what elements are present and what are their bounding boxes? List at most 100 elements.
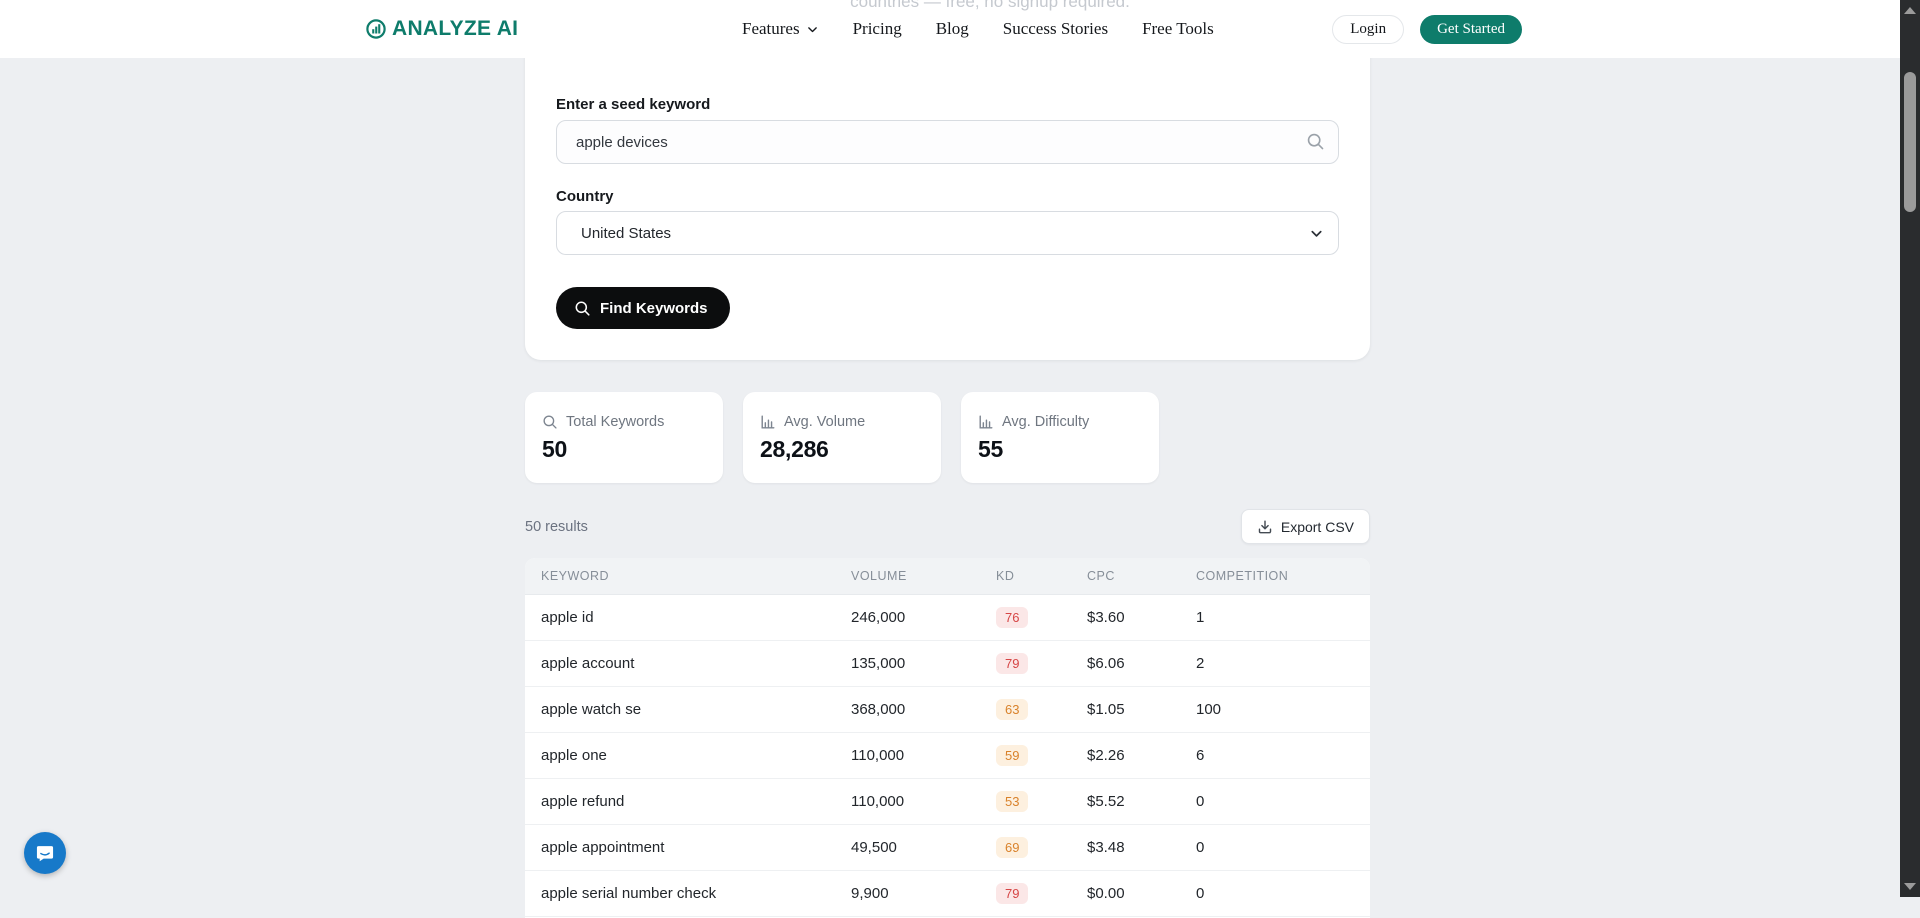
chart-circle-icon <box>365 18 387 40</box>
export-csv-label: Export CSV <box>1280 518 1354 535</box>
keyword-cell: apple account <box>541 655 635 672</box>
kd-cell: 79 <box>996 883 1087 904</box>
chevron-down-icon <box>806 23 819 36</box>
cpc-cell: $3.60 <box>1087 609 1125 626</box>
volume-cell: 135,000 <box>851 655 906 672</box>
keyword-results-table: KEYWORD VOLUME KD CPC COMPETITION apple id 2… <box>525 558 1370 918</box>
nav-link-success-stories[interactable]: Success Stories <box>1002 19 1109 38</box>
keyword-cell: apple one <box>541 747 607 764</box>
table-row[interactable]: apple refund 110,000 53 $5.52 0 <box>525 779 1370 825</box>
logo[interactable]: ANALYZE AI <box>365 0 518 58</box>
kd-cell: 69 <box>996 837 1087 858</box>
kd-badge: 79 <box>996 883 1029 904</box>
competition-cell: 0 <box>1196 839 1205 856</box>
nav-link-pricing[interactable]: Pricing <box>852 19 902 38</box>
search-icon <box>574 300 591 317</box>
nav-link-features[interactable]: Features <box>742 19 819 39</box>
main-nav: Features Pricing Blog Success Stories Fr… <box>742 0 1214 58</box>
column-header-kd: KD <box>996 569 1015 583</box>
search-icon <box>542 414 558 430</box>
kd-cell: 63 <box>996 699 1087 720</box>
keyword-cell: apple appointment <box>541 839 665 856</box>
cpc-cell: $5.52 <box>1087 793 1125 810</box>
kd-badge: 69 <box>996 837 1029 858</box>
stat-value: 28,286 <box>760 436 829 462</box>
table-header-row: KEYWORD VOLUME KD CPC COMPETITION <box>525 558 1370 595</box>
bar-chart-icon <box>760 414 776 430</box>
cpc-cell: $1.05 <box>1087 701 1125 718</box>
browser-scrollbar[interactable] <box>1900 0 1920 897</box>
table-row[interactable]: apple account 135,000 79 $6.06 2 <box>525 641 1370 687</box>
kd-badge: 63 <box>996 699 1029 720</box>
column-header-competition: COMPETITION <box>1196 569 1289 583</box>
nav-link-blog[interactable]: Blog <box>935 19 969 38</box>
kd-cell: 76 <box>996 607 1087 628</box>
scrollbar-up-arrow[interactable] <box>1904 7 1916 14</box>
keyword-cell: apple refund <box>541 793 625 810</box>
kd-cell: 53 <box>996 791 1087 812</box>
stat-card: Avg. Difficulty 55 <box>961 392 1159 483</box>
stat-card: Avg. Volume 28,286 <box>743 392 941 483</box>
scrollbar-thumb[interactable] <box>1904 72 1916 212</box>
competition-cell: 0 <box>1196 793 1205 810</box>
stat-label: Avg. Difficulty <box>1002 414 1090 430</box>
nav-link-free-tools[interactable]: Free Tools <box>1142 19 1214 38</box>
top-nav: ANALYZE AI Features Pricing Blog Success… <box>0 0 1920 58</box>
cpc-cell: $3.48 <box>1087 839 1125 856</box>
chat-bubble-icon <box>34 842 56 864</box>
table-row[interactable]: apple watch se 368,000 63 $1.05 100 <box>525 687 1370 733</box>
seed-keyword-input-wrap <box>556 120 1339 164</box>
table-body: apple id 246,000 76 $3.60 1 apple accoun… <box>525 595 1370 917</box>
export-csv-button[interactable]: Export CSV <box>1240 509 1370 544</box>
kd-badge: 79 <box>996 653 1029 674</box>
table-row[interactable]: apple appointment 49,500 69 $3.48 0 <box>525 825 1370 871</box>
cpc-cell: $0.00 <box>1087 885 1125 902</box>
stat-value: 50 <box>542 436 567 462</box>
keyword-cell: apple serial number check <box>541 885 717 902</box>
stats-row: Total Keywords 50 Avg. Volume 28,286 Avg… <box>525 392 1159 483</box>
volume-cell: 9,900 <box>851 885 889 902</box>
kd-badge: 53 <box>996 791 1029 812</box>
chat-launcher-button[interactable] <box>24 832 66 874</box>
column-header-keyword: KEYWORD <box>541 569 610 583</box>
seed-keyword-label: Enter a seed keyword <box>556 96 711 113</box>
stat-value: 55 <box>978 436 1003 462</box>
seed-keyword-input[interactable] <box>556 120 1339 164</box>
logo-text: ANALYZE AI <box>392 17 519 40</box>
competition-cell: 0 <box>1196 885 1205 902</box>
keyword-cell: apple watch se <box>541 701 642 718</box>
competition-cell: 6 <box>1196 747 1205 764</box>
country-select[interactable]: United States <box>556 211 1339 255</box>
volume-cell: 110,000 <box>851 793 905 810</box>
stat-label: Total Keywords <box>566 414 665 430</box>
competition-cell: 2 <box>1196 655 1205 672</box>
stat-label: Avg. Volume <box>784 414 866 430</box>
kd-cell: 79 <box>996 653 1087 674</box>
find-keywords-label: Find Keywords <box>600 299 708 317</box>
results-count: 50 results <box>525 518 588 535</box>
kd-badge: 76 <box>996 607 1029 628</box>
volume-cell: 246,000 <box>851 609 906 626</box>
column-header-volume: VOLUME <box>851 569 907 583</box>
find-keywords-button[interactable]: Find Keywords <box>556 287 730 329</box>
competition-cell: 100 <box>1196 701 1222 718</box>
competition-cell: 1 <box>1196 609 1205 626</box>
hero-peek-text: countries — free, no signup required. <box>850 0 1130 11</box>
login-button[interactable]: Login <box>1332 14 1405 44</box>
auth-buttons: Login Get Started <box>1332 0 1522 58</box>
results-bar: 50 results Export CSV <box>525 509 1370 544</box>
scrollbar-down-arrow[interactable] <box>1904 883 1916 890</box>
country-select-value: United States <box>581 224 672 242</box>
table-row[interactable]: apple one 110,000 59 $2.26 6 <box>525 733 1370 779</box>
keyword-search-card: Enter a seed keyword Country United Stat… <box>525 20 1370 360</box>
get-started-button[interactable]: Get Started <box>1420 14 1522 44</box>
chevron-down-icon <box>1309 226 1324 241</box>
table-row[interactable]: apple serial number check 9,900 79 $0.00… <box>525 871 1370 917</box>
keyword-cell: apple id <box>541 609 594 626</box>
country-label: Country <box>556 188 614 205</box>
cpc-cell: $2.26 <box>1087 747 1125 764</box>
kd-cell: 59 <box>996 745 1087 766</box>
column-header-cpc: CPC <box>1087 569 1115 583</box>
table-row[interactable]: apple id 246,000 76 $3.60 1 <box>525 595 1370 641</box>
